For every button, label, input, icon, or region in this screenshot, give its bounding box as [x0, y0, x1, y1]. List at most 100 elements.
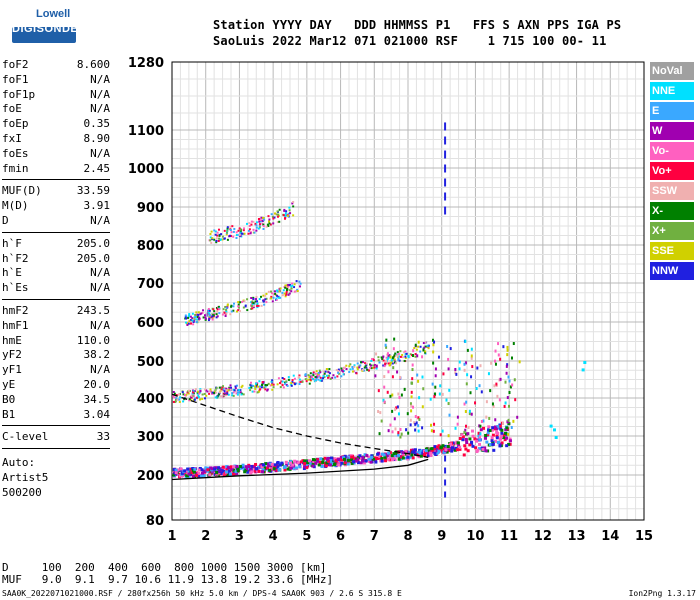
data-point-2 [266, 388, 269, 391]
data-point-2 [234, 385, 237, 388]
data-point-scatter [466, 348, 469, 352]
data-point-scatter [454, 371, 457, 375]
param-name: h`E [2, 266, 22, 280]
data-point-2 [219, 389, 222, 392]
data-point-scatter [476, 366, 479, 370]
data-point-1 [408, 455, 412, 459]
data-point-1 [495, 430, 499, 434]
data-point-2 [298, 383, 301, 386]
data-point-2 [215, 386, 218, 389]
data-point-2 [216, 396, 219, 399]
data-point-scatter [413, 421, 416, 425]
data-point-2 [367, 369, 370, 372]
data-point-4 [223, 229, 226, 232]
data-point-scatter [386, 390, 389, 394]
data-point-scatter [389, 423, 392, 427]
param-value: 20.0 [83, 377, 111, 391]
data-point-scatter [394, 427, 397, 431]
data-point-2 [191, 392, 194, 395]
data-point-1 [278, 467, 282, 471]
data-point-scatter [410, 409, 413, 413]
data-point-2 [298, 374, 301, 377]
data-point-3 [212, 315, 215, 318]
data-point-2 [387, 354, 390, 357]
data-point-scatter [386, 352, 389, 356]
data-point-1 [466, 449, 470, 453]
data-point-scatter [414, 428, 417, 432]
data-point-1 [488, 429, 492, 433]
data-point-1 [200, 474, 204, 478]
data-point-scatter [490, 361, 493, 365]
y-tick-label: 1100 [128, 124, 164, 139]
data-point-2 [203, 392, 206, 395]
data-point-1 [336, 458, 340, 462]
param-value: 8.90 [83, 131, 111, 145]
data-point-1 [465, 441, 469, 445]
data-point-2 [241, 384, 244, 387]
data-point-1 [241, 463, 245, 467]
data-point-2 [280, 380, 283, 383]
data-point-2 [175, 397, 178, 400]
data-point-scatter [378, 432, 381, 436]
data-point-1 [225, 468, 229, 472]
y-tick-label: 80 [146, 514, 164, 529]
data-point-2 [193, 390, 196, 393]
data-point-scatter [505, 364, 508, 368]
data-point-scatter [470, 375, 473, 379]
data-point-2 [364, 362, 367, 365]
digisonde-logo [2, 6, 76, 43]
data-point-3 [191, 312, 194, 315]
data-point-scatter [392, 366, 395, 370]
data-point-2 [319, 376, 322, 379]
data-point-3 [299, 282, 302, 285]
data-point-scatter [468, 412, 471, 416]
data-point-scatter [432, 361, 435, 365]
data-point-2 [314, 372, 317, 375]
data-point-2 [298, 375, 301, 378]
data-point-scatter [385, 338, 388, 342]
data-point-3 [276, 289, 279, 292]
data-point-2 [309, 375, 312, 378]
data-point-2 [329, 377, 332, 380]
data-point-scatter [429, 397, 432, 401]
data-point-1 [305, 465, 309, 469]
data-point-1 [291, 463, 295, 467]
data-point-4 [237, 229, 240, 232]
data-point-scatter [463, 368, 466, 372]
divider [2, 425, 110, 427]
data-point-1 [456, 441, 460, 445]
data-point-1 [397, 457, 401, 461]
data-point-3 [207, 309, 210, 312]
data-point-1 [304, 462, 308, 466]
data-point-2 [395, 362, 398, 365]
data-point-scatter [475, 387, 478, 391]
data-point-3 [284, 286, 287, 289]
data-point-2 [415, 348, 418, 351]
data-point-1 [401, 456, 405, 460]
data-point-2 [404, 357, 407, 360]
param-name: h`F [2, 236, 22, 250]
data-point-4 [283, 209, 286, 212]
data-point-4 [215, 241, 218, 244]
data-point-2 [190, 394, 193, 397]
data-point-2 [369, 364, 372, 367]
data-point-1 [436, 445, 440, 449]
data-point-2 [271, 388, 274, 391]
data-point-3 [233, 302, 236, 305]
data-point-3 [286, 287, 289, 290]
data-point-2 [239, 389, 242, 392]
data-point-3 [202, 309, 205, 312]
data-point-scatter [513, 378, 516, 382]
data-point-1 [294, 466, 298, 470]
data-point-1 [311, 458, 315, 462]
data-point-3 [287, 293, 290, 296]
data-point-3 [215, 313, 218, 316]
data-point-4 [228, 234, 231, 237]
data-point-4 [214, 230, 217, 233]
data-point-2 [358, 366, 361, 369]
data-point-1 [191, 474, 195, 478]
data-point-scatter [391, 430, 394, 434]
data-point-isolated [583, 361, 587, 364]
data-point-scatter [497, 342, 500, 346]
legend-item-sse: SSE [650, 242, 694, 260]
